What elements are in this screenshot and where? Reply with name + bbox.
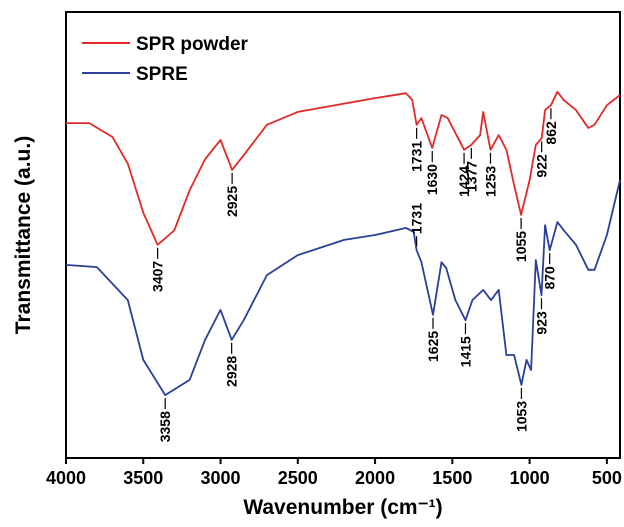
x-tick-label: 2000 — [355, 468, 395, 488]
peak-label: 1731 — [409, 203, 425, 234]
peak-label: 3407 — [150, 261, 166, 292]
peak-label: 922 — [534, 154, 550, 178]
legend-label: SPRE — [136, 64, 188, 85]
peak-label: 1055 — [513, 231, 529, 262]
x-tick-label: 3000 — [201, 468, 241, 488]
spectrum-line — [66, 90, 621, 246]
peak-label: 1053 — [513, 401, 529, 432]
peak-label: 870 — [542, 266, 558, 290]
peak-label: 1424 — [456, 166, 472, 197]
x-tick-label: 500 — [592, 468, 622, 488]
x-tick-label: 2500 — [278, 468, 318, 488]
peak-label: 1377 — [463, 161, 479, 192]
x-tick-label: 1500 — [432, 468, 472, 488]
x-tick-label: 4000 — [46, 468, 86, 488]
plot-frame — [65, 11, 621, 459]
x-tick-label: 1000 — [510, 468, 550, 488]
peak-label: 2928 — [224, 356, 240, 387]
peak-label: 1253 — [483, 166, 499, 197]
legend-label: SPR powder — [136, 34, 249, 55]
peak-label: 1415 — [457, 336, 473, 367]
peak-label: 862 — [543, 121, 559, 145]
spectrum-line — [65, 179, 621, 396]
peak-label: 1731 — [409, 141, 425, 172]
peak-label: 2925 — [224, 186, 240, 217]
x-axis-label: Wavenumber (cm⁻¹) — [243, 496, 442, 519]
peak-label: 1625 — [425, 331, 441, 362]
x-tick-label: 3500 — [123, 468, 163, 488]
y-axis-label: Transmittance (a.u.) — [12, 136, 35, 334]
peak-label: 923 — [533, 311, 549, 335]
peak-label: 1630 — [424, 164, 440, 195]
peak-label: 3358 — [157, 411, 173, 442]
